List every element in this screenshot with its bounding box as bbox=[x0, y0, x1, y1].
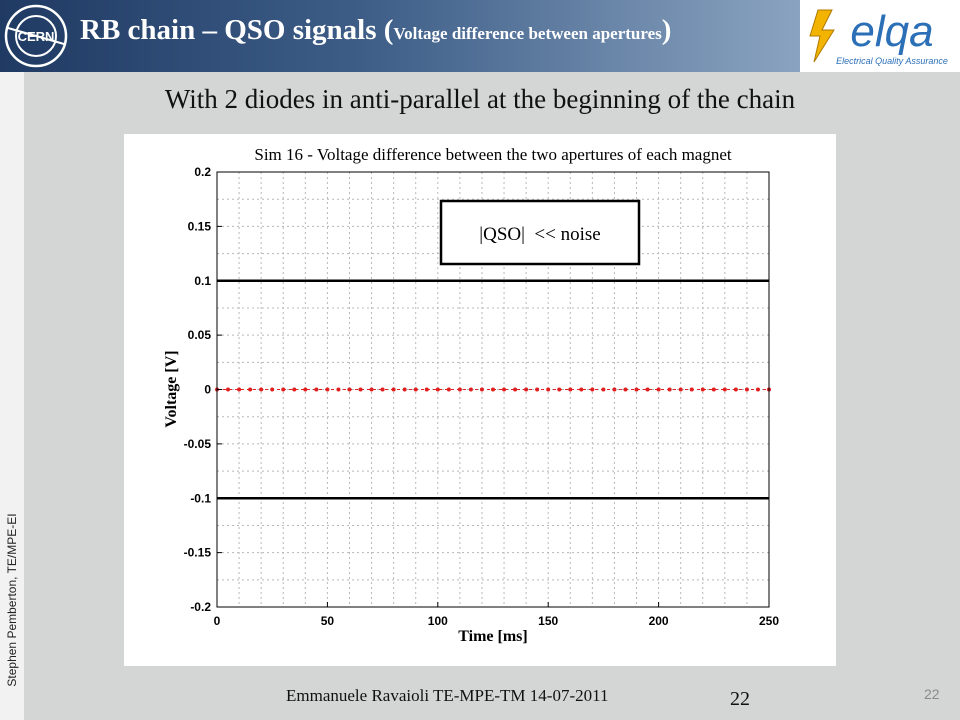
slide-title-end: ) bbox=[661, 14, 672, 46]
y-axis-label: Voltage [V] bbox=[163, 350, 180, 427]
data-point bbox=[281, 387, 286, 392]
data-point bbox=[656, 387, 661, 392]
data-point bbox=[468, 387, 473, 392]
data-point bbox=[314, 387, 319, 392]
y-tick-label: 0.1 bbox=[194, 274, 211, 288]
data-point bbox=[601, 387, 606, 392]
elqa-logo-subtext: Electrical Quality Assurance bbox=[836, 56, 948, 66]
side-credit: Stephen Pemberton, TE/MPE-EI bbox=[5, 513, 19, 687]
cern-logo-text: CERN bbox=[18, 29, 55, 44]
data-point bbox=[259, 387, 264, 392]
data-point bbox=[336, 387, 341, 392]
threshold-layer bbox=[217, 279, 769, 500]
data-point bbox=[424, 387, 429, 392]
data-point bbox=[347, 387, 352, 392]
y-tick-label: 0 bbox=[204, 383, 211, 397]
data-point bbox=[270, 387, 275, 392]
data-point bbox=[755, 387, 760, 392]
y-tick-label: -0.05 bbox=[184, 437, 212, 451]
data-point bbox=[513, 387, 518, 392]
data-point bbox=[248, 387, 253, 392]
data-point bbox=[535, 387, 540, 392]
x-tick-label: 50 bbox=[321, 614, 335, 628]
data-point bbox=[590, 387, 595, 392]
data-point bbox=[678, 387, 683, 392]
slide-number: 22 bbox=[924, 686, 940, 702]
footer-number: 22 bbox=[730, 688, 750, 710]
data-point bbox=[479, 387, 484, 392]
elqa-logo-text: elqa bbox=[850, 7, 933, 56]
x-tick-label: 250 bbox=[759, 614, 779, 628]
series-layer bbox=[215, 387, 771, 392]
data-point bbox=[391, 387, 396, 392]
data-point bbox=[711, 387, 716, 392]
data-point bbox=[645, 387, 650, 392]
y-tick-label: -0.2 bbox=[190, 600, 211, 614]
chart-figure: 0 50 100 150 200 250 0.2 0.15 0.1 0.05 0 -0.05 -0.1 -… bbox=[124, 134, 836, 666]
data-point bbox=[546, 387, 551, 392]
data-point bbox=[446, 387, 451, 392]
data-point bbox=[667, 387, 672, 392]
y-tick-label: -0.1 bbox=[190, 491, 211, 505]
data-point bbox=[557, 387, 562, 392]
footer-text: Emmanuele Ravaioli TE-MPE-TM 14-07-2011 bbox=[286, 686, 609, 705]
data-point bbox=[303, 387, 308, 392]
data-point bbox=[612, 387, 617, 392]
slide-title-main: RB chain – QSO signals ( bbox=[80, 14, 394, 46]
data-point bbox=[733, 387, 738, 392]
slide-title-detail: Voltage difference between apertures bbox=[393, 24, 662, 43]
data-point bbox=[380, 387, 385, 392]
y-tick-label: 0.05 bbox=[188, 328, 212, 342]
data-point bbox=[358, 387, 363, 392]
left-margin-bar bbox=[0, 72, 24, 720]
data-point bbox=[700, 387, 705, 392]
data-point bbox=[457, 387, 462, 392]
data-point bbox=[689, 387, 694, 392]
x-tick-label: 100 bbox=[428, 614, 448, 628]
slide-header: CERN RB chain – QSO signals (Voltage dif… bbox=[0, 0, 800, 72]
elqa-logo: elqa Electrical Quality Assurance bbox=[800, 0, 960, 72]
data-point bbox=[623, 387, 628, 392]
annotation-text: |QSO| << noise bbox=[479, 224, 600, 245]
annotation-box: |QSO| << noise bbox=[439, 199, 641, 266]
data-point bbox=[524, 387, 529, 392]
data-point bbox=[292, 387, 297, 392]
y-tick-label: 0.15 bbox=[188, 219, 212, 233]
data-point bbox=[744, 387, 749, 392]
data-point bbox=[568, 387, 573, 392]
data-point bbox=[634, 387, 639, 392]
data-point bbox=[325, 387, 330, 392]
cern-logo: CERN bbox=[4, 4, 68, 68]
data-point bbox=[237, 387, 242, 392]
y-tick-label: 0.2 bbox=[194, 165, 211, 179]
data-point bbox=[402, 387, 407, 392]
slide-subtitle: With 2 diodes in anti-parallel at the be… bbox=[164, 84, 796, 114]
x-tick-label: 150 bbox=[538, 614, 558, 628]
slide-title: RB chain – QSO signals (Voltage differen… bbox=[80, 14, 671, 47]
data-point bbox=[491, 387, 495, 392]
x-tick-label: 0 bbox=[214, 614, 221, 628]
data-point bbox=[502, 387, 507, 392]
chart-title: Sim 16 - Voltage difference between the … bbox=[254, 145, 732, 164]
x-tick-label: 200 bbox=[649, 614, 669, 628]
data-point bbox=[369, 387, 374, 392]
data-point bbox=[579, 387, 584, 392]
data-point bbox=[413, 387, 418, 392]
y-tick-label: -0.15 bbox=[184, 546, 212, 560]
data-point bbox=[226, 387, 231, 392]
chart-svg: 0 50 100 150 200 250 0.2 0.15 0.1 0.05 0 -0.05 -0.1 -… bbox=[163, 145, 780, 645]
x-axis-label: Time [ms] bbox=[458, 628, 527, 645]
data-point bbox=[722, 387, 727, 392]
data-point bbox=[435, 387, 440, 392]
tick-layer: 0 50 100 150 200 250 0.2 0.15 0.1 0.05 0 -0.05 -0.1 -… bbox=[184, 165, 780, 628]
